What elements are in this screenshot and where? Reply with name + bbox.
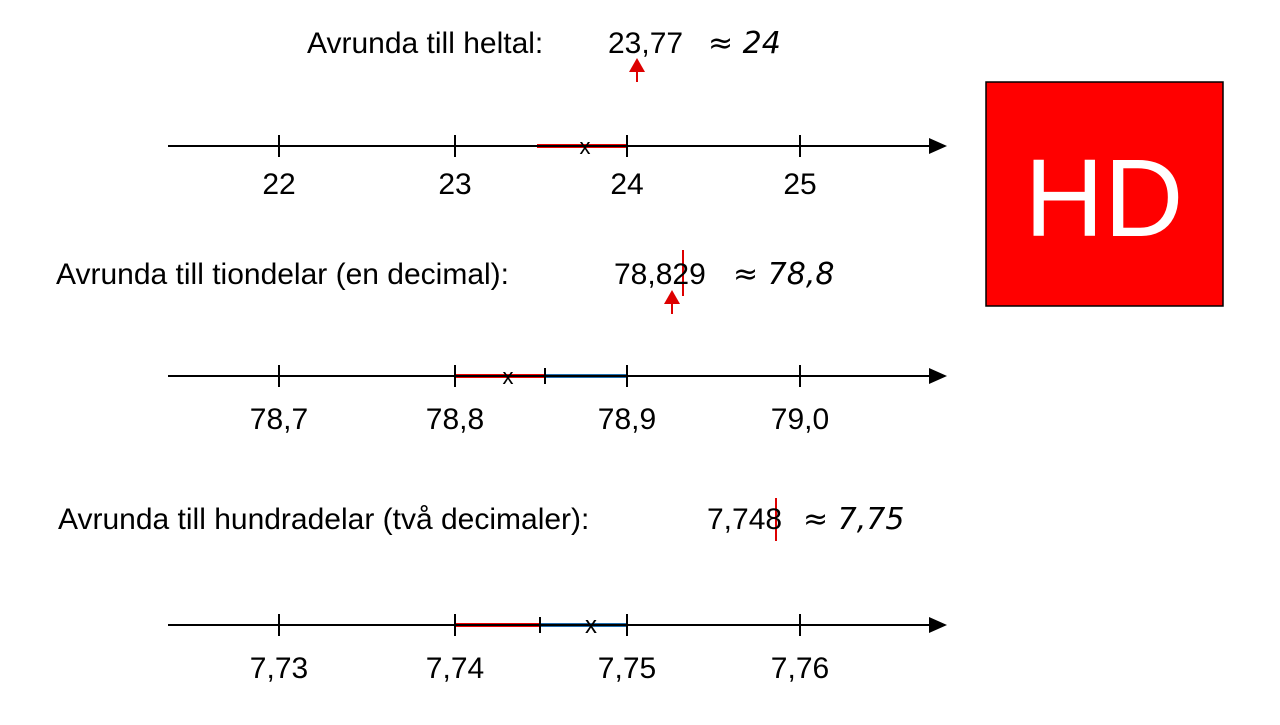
- number: 7,748: [707, 503, 782, 536]
- tick-label: 79,0: [771, 403, 829, 436]
- instruction: Avrunda till tiondelar (en decimal):: [56, 258, 509, 291]
- tick-label: 7,74: [426, 652, 484, 685]
- tick-label: 78,9: [598, 403, 656, 436]
- instruction: Avrunda till heltal:: [307, 27, 543, 60]
- rounded-result: ≈ 24: [708, 26, 781, 61]
- number: 78,829: [614, 258, 706, 291]
- number: 23,77: [608, 27, 683, 60]
- tick-label: 24: [610, 168, 643, 201]
- tick-label: 25: [783, 168, 816, 201]
- rounded-result: ≈ 78,8: [733, 257, 834, 292]
- tick-label: 23: [438, 168, 471, 201]
- tick-label: 7,75: [598, 652, 656, 685]
- tick-label: 78,7: [250, 403, 308, 436]
- tick-label: 22: [262, 168, 295, 201]
- tick-label: 7,73: [250, 652, 308, 685]
- hd-badge: [985, 81, 1224, 307]
- hd-label: HD: [1025, 137, 1184, 260]
- instruction: Avrunda till hundradelar (två decimaler)…: [58, 503, 589, 536]
- tick-label: 7,76: [771, 652, 829, 685]
- rounded-result: ≈ 7,75: [803, 502, 904, 537]
- tick-label: 78,8: [426, 403, 484, 436]
